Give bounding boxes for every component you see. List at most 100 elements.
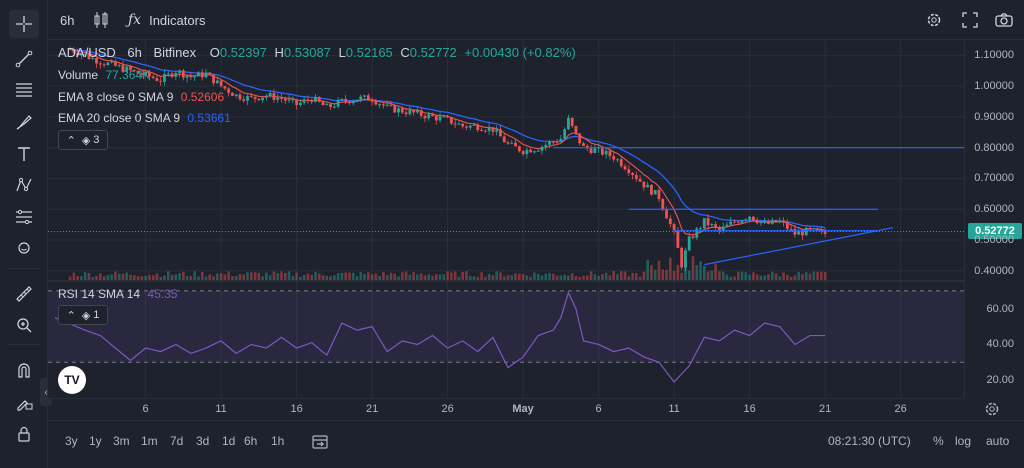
candle-body bbox=[495, 129, 499, 132]
candle-body bbox=[502, 136, 506, 143]
ema20-legend[interactable]: EMA 20 close 0 SMA 9 0.53661 bbox=[58, 111, 235, 125]
candle-body bbox=[438, 116, 442, 121]
candle-body bbox=[382, 104, 385, 106]
clock[interactable]: 08:21:30 (UTC) bbox=[828, 434, 911, 448]
candle-body bbox=[721, 226, 725, 231]
indicators-button[interactable]: ƒx Indicators bbox=[128, 10, 205, 30]
volume-bar bbox=[559, 275, 563, 280]
candle-body bbox=[755, 220, 759, 224]
fullscreen-icon[interactable] bbox=[962, 10, 978, 30]
candle-body bbox=[748, 216, 751, 220]
ohlc-low-label: L bbox=[338, 45, 346, 60]
candle-body bbox=[442, 116, 446, 118]
ohlc-high-label: H bbox=[274, 45, 284, 60]
candle-body bbox=[98, 63, 102, 65]
rsi-legend[interactable]: RSI 14 SMA 14 45.35 bbox=[58, 287, 181, 301]
interval-button[interactable]: 6h bbox=[60, 10, 74, 30]
candle-body bbox=[563, 129, 567, 139]
volume-bar bbox=[231, 275, 234, 280]
volume-bar bbox=[200, 272, 204, 280]
time-axis[interactable]: 6 11 16 21 26 May 6 11 16 21 26 bbox=[48, 398, 964, 420]
chart-canvas[interactable] bbox=[48, 40, 977, 398]
range-button-1y[interactable]: 1y bbox=[89, 434, 102, 448]
range-button-1h[interactable]: 1h bbox=[271, 434, 285, 448]
price-axis[interactable]: 0.52772 1.10000 1.00000 0.90000 0.80000 0.70… bbox=[964, 40, 1024, 398]
volume-bar bbox=[816, 271, 819, 280]
volume-bar bbox=[540, 275, 544, 280]
candle-body bbox=[623, 166, 627, 170]
volume-bar bbox=[125, 272, 129, 280]
volume-bar bbox=[185, 275, 189, 280]
axis-settings-gear-icon[interactable] bbox=[984, 401, 1000, 422]
volume-bar bbox=[344, 272, 347, 280]
candle-body bbox=[593, 148, 597, 153]
volume-bar bbox=[132, 275, 136, 280]
volume-bar bbox=[710, 270, 714, 280]
range-button-7d[interactable]: 7d bbox=[170, 434, 184, 448]
magnet-icon[interactable] bbox=[9, 356, 39, 384]
symbol-name[interactable]: ADA/USD bbox=[58, 45, 116, 60]
candle-body bbox=[378, 104, 382, 106]
range-button-1m[interactable]: 1m bbox=[141, 434, 158, 448]
candle-body bbox=[525, 149, 529, 155]
rsi-tick: 40.00 bbox=[986, 338, 1014, 351]
candle-body bbox=[668, 218, 672, 225]
price-tick: 0.60000 bbox=[974, 203, 1014, 216]
candle-body bbox=[351, 101, 355, 104]
range-button-3y[interactable]: 3y bbox=[65, 434, 78, 448]
emoji-icon[interactable] bbox=[9, 234, 39, 262]
volume-bar bbox=[627, 276, 631, 280]
zoom-icon[interactable] bbox=[9, 311, 39, 339]
candles-icon[interactable] bbox=[93, 10, 109, 30]
measure-lines-icon[interactable] bbox=[9, 203, 39, 231]
volume-bar bbox=[680, 272, 683, 280]
ema8-legend[interactable]: EMA 8 close 0 SMA 9 0.52606 bbox=[58, 90, 228, 104]
volume-bar bbox=[446, 271, 449, 280]
volume-bar bbox=[567, 275, 570, 280]
volume-bar bbox=[363, 273, 366, 280]
candle-body bbox=[348, 101, 351, 104]
candle-body bbox=[283, 98, 287, 101]
volume-bar bbox=[510, 275, 514, 280]
candle-body bbox=[106, 62, 110, 66]
candle-body bbox=[453, 123, 457, 125]
legend-collapse-button[interactable]: ⌃ ◈ 3 bbox=[58, 130, 108, 150]
volume-bar bbox=[189, 276, 193, 280]
range-button-3d[interactable]: 3d bbox=[196, 434, 210, 448]
candle-body bbox=[189, 75, 193, 78]
candle-body bbox=[355, 99, 359, 102]
volume-legend[interactable]: Volume 77.364K bbox=[58, 68, 154, 82]
brush-icon[interactable] bbox=[9, 108, 39, 136]
range-button-1d[interactable]: 1d bbox=[222, 434, 236, 448]
lock-icon[interactable] bbox=[9, 420, 39, 448]
tradingview-logo[interactable]: TV bbox=[58, 366, 86, 394]
log-toggle[interactable]: log bbox=[955, 434, 972, 448]
horizontal-lines-icon[interactable] bbox=[9, 75, 39, 103]
candle-body bbox=[665, 209, 668, 219]
auto-toggle[interactable]: auto bbox=[986, 434, 1010, 448]
pattern-icon[interactable] bbox=[9, 171, 39, 199]
candle-body bbox=[461, 123, 465, 127]
crosshair-icon[interactable] bbox=[9, 10, 39, 38]
text-icon[interactable] bbox=[9, 140, 39, 168]
rsi-legend-collapse-button[interactable]: ⌃ ◈ 1 bbox=[58, 305, 108, 325]
camera-icon[interactable] bbox=[995, 10, 1013, 30]
ruler-icon[interactable] bbox=[9, 280, 39, 308]
candle-body bbox=[147, 71, 151, 77]
range-button-6h[interactable]: 6h bbox=[244, 434, 258, 448]
candle-body bbox=[638, 178, 642, 182]
calendar-goto-icon[interactable] bbox=[312, 434, 328, 453]
volume-bar bbox=[261, 276, 264, 280]
percent-toggle[interactable]: % bbox=[933, 434, 944, 448]
gear-icon[interactable] bbox=[926, 10, 942, 30]
volume-bar bbox=[646, 259, 649, 280]
volume-bar bbox=[812, 271, 816, 280]
trend-line-icon[interactable] bbox=[9, 45, 39, 73]
range-button-3m[interactable]: 3m bbox=[113, 434, 130, 448]
rsi-line bbox=[54, 291, 826, 383]
volume-bar bbox=[669, 257, 672, 280]
volume-bar bbox=[563, 274, 566, 280]
candle-body bbox=[736, 221, 740, 223]
volume-bar bbox=[408, 274, 412, 280]
lock-draw-icon[interactable] bbox=[9, 388, 39, 416]
